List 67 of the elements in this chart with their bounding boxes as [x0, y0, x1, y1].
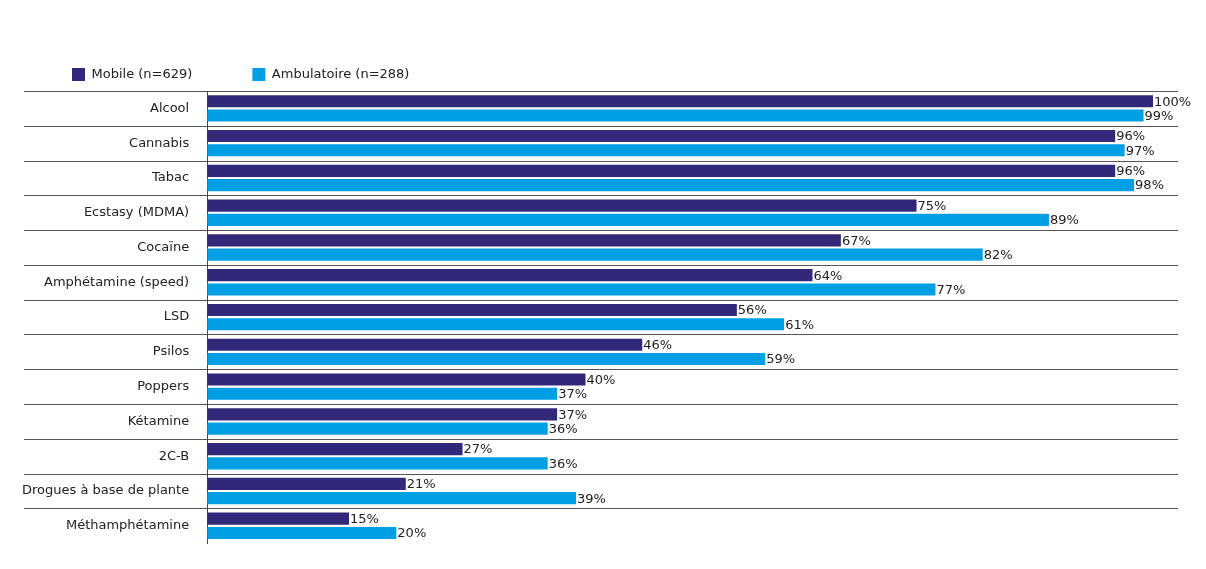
bar [207, 109, 1144, 122]
data-label: 40% [586, 371, 616, 387]
bar [207, 248, 983, 261]
bar [207, 164, 1116, 177]
bar [207, 213, 1049, 226]
data-label: 82% [983, 247, 1013, 263]
y-tick-label: Amphétamine (speed) [44, 273, 190, 289]
data-label: 96% [1116, 128, 1146, 144]
legend-label: Mobile (n=629) [91, 65, 193, 81]
bar [207, 492, 577, 505]
bar [207, 269, 813, 282]
bar [207, 387, 558, 400]
y-tick-label: Cannabis [129, 134, 190, 150]
y-tick-label: LSD [163, 308, 190, 324]
y-tick-label: Kétamine [127, 412, 190, 428]
bar [207, 457, 548, 470]
bar [207, 129, 1116, 143]
data-label: 100% [1154, 93, 1192, 109]
bar [207, 338, 643, 351]
bar [207, 443, 463, 456]
data-label: 61% [785, 316, 815, 332]
bar [207, 526, 397, 539]
data-label: 59% [766, 351, 796, 367]
y-tick-label: Cocaïne [137, 238, 190, 254]
data-label: 64% [813, 267, 843, 283]
bar [207, 95, 1153, 108]
y-tick-label: Tabac [151, 169, 190, 185]
data-label: 99% [1144, 107, 1174, 123]
y-tick-label: Psilos [152, 343, 190, 359]
bar [207, 144, 1125, 157]
y-tick-label: Drogues à base de plante [22, 482, 190, 498]
data-label: 39% [577, 490, 606, 506]
y-tick-label: Poppers [137, 378, 190, 394]
y-tick-label: 2C-B [158, 447, 190, 463]
data-label: 56% [737, 302, 767, 318]
data-label: 21% [406, 476, 436, 492]
bar [207, 477, 406, 490]
bar [207, 408, 558, 421]
data-label: 98% [1135, 177, 1164, 193]
bar [207, 318, 785, 331]
bar [207, 303, 737, 317]
bar [207, 199, 917, 212]
data-label: 77% [936, 281, 966, 297]
bar [207, 234, 841, 247]
y-tick-label: Ecstasy (MDMA) [83, 204, 190, 220]
data-label: 15% [350, 511, 379, 527]
data-label: 36% [548, 455, 578, 471]
data-label: 89% [1049, 212, 1079, 228]
data-label: 27% [463, 441, 493, 457]
bar [207, 179, 1135, 192]
legend-label: Ambulatoire (n=288) [271, 65, 410, 81]
y-tick-label: Alcool [150, 99, 190, 115]
bar [207, 422, 548, 435]
bar [207, 352, 766, 366]
y-tick-label: Méthamphétamine [65, 517, 190, 533]
data-label: 75% [917, 197, 947, 213]
data-label: 37% [558, 406, 588, 422]
data-label: 67% [841, 232, 871, 248]
data-label: 46% [643, 337, 673, 353]
data-label: 36% [548, 420, 578, 436]
data-label: 20% [397, 525, 427, 541]
data-label: 96% [1116, 163, 1146, 179]
data-label: 97% [1125, 142, 1155, 158]
bar [207, 512, 350, 525]
data-label: 37% [558, 386, 588, 402]
bar [207, 283, 936, 296]
bar [207, 373, 586, 386]
